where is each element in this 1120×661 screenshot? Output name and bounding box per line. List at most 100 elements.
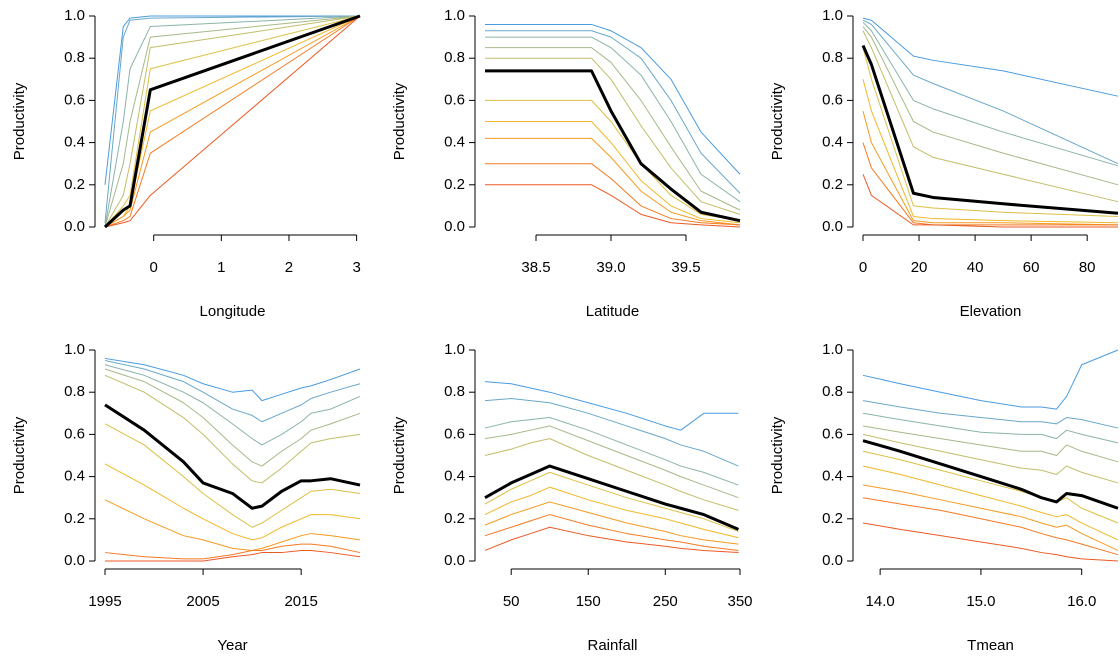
x-axis-title: Rainfall xyxy=(587,637,637,654)
x-tick-label: 0 xyxy=(859,259,867,276)
ice-line xyxy=(485,99,741,222)
y-tick-label: 0.8 xyxy=(822,49,843,66)
ice-line xyxy=(862,30,1119,203)
ice-line xyxy=(862,142,1118,226)
ice-line xyxy=(104,15,361,228)
x-tick-label: 39.0 xyxy=(596,259,625,276)
ice-line xyxy=(484,514,739,551)
ice-line xyxy=(862,17,1119,97)
x-axis-title: Latitude xyxy=(586,303,639,320)
ice-line xyxy=(104,543,361,560)
y-tick-label: 0.2 xyxy=(64,510,85,527)
ice-line xyxy=(484,425,739,499)
ice-line xyxy=(862,79,1119,224)
x-tick-label: 3 xyxy=(352,259,360,276)
y-tick-label: 0.8 xyxy=(444,49,465,66)
x-tick-label: 15.0 xyxy=(966,593,995,610)
x-tick-label: 1 xyxy=(217,259,225,276)
y-tick-label: 0.0 xyxy=(822,218,843,235)
ice-line xyxy=(484,464,740,531)
y-axis-title: Productivity xyxy=(11,416,28,494)
ice-line xyxy=(484,417,739,486)
y-tick-label: 0.8 xyxy=(64,383,85,400)
ice-line xyxy=(862,439,1119,510)
ice-line xyxy=(862,110,1119,226)
y-tick-label: 0.4 xyxy=(444,468,465,485)
ice-line xyxy=(104,499,361,551)
ice-line xyxy=(484,381,739,431)
y-tick-label: 0.2 xyxy=(64,176,85,193)
x-tick-label: 350 xyxy=(727,593,752,610)
ice-line xyxy=(484,438,739,511)
ice-line xyxy=(485,23,741,175)
x-tick-label: 0 xyxy=(150,259,158,276)
ice-line xyxy=(485,69,741,223)
ice-line xyxy=(485,30,741,194)
x-tick-label: 20 xyxy=(911,259,928,276)
y-axis-title: Productivity xyxy=(11,82,28,160)
x-tick-label: 38.5 xyxy=(521,259,550,276)
ice-line xyxy=(484,486,739,539)
ice-line xyxy=(485,47,741,211)
x-tick-label: 80 xyxy=(1079,259,1096,276)
ice-line xyxy=(104,357,361,402)
x-tick-label: 2015 xyxy=(284,593,317,610)
x-tick-label: 1995 xyxy=(88,593,121,610)
ice-line xyxy=(862,433,1119,484)
ice-line xyxy=(105,549,361,562)
ice-line xyxy=(104,15,361,228)
ice-line xyxy=(104,15,361,228)
x-tick-label: 250 xyxy=(653,593,678,610)
y-tick-label: 0.2 xyxy=(822,176,843,193)
y-tick-label: 0.0 xyxy=(64,218,85,235)
ice-line xyxy=(104,15,361,223)
y-tick-label: 0.2 xyxy=(444,176,465,193)
ice-line xyxy=(485,121,741,224)
y-tick-label: 0.2 xyxy=(822,510,843,527)
ice-line xyxy=(862,412,1119,444)
y-tick-label: 0.4 xyxy=(64,134,85,151)
x-tick-label: 50 xyxy=(503,593,520,610)
x-tick-label: 40 xyxy=(967,259,984,276)
ice-line xyxy=(862,21,1119,167)
y-tick-label: 0.6 xyxy=(822,425,843,442)
x-tick-label: 16.0 xyxy=(1067,593,1096,610)
y-tick-label: 0.6 xyxy=(822,91,843,108)
y-tick-label: 0.6 xyxy=(444,91,465,108)
x-axis-title: Elevation xyxy=(960,303,1022,320)
y-axis-title: Productivity xyxy=(391,82,408,160)
ice-line xyxy=(862,484,1119,551)
x-axis-title: Tmean xyxy=(967,637,1014,654)
x-tick-label: 39.5 xyxy=(671,259,700,276)
ice-line xyxy=(862,19,1119,165)
y-tick-label: 0.4 xyxy=(822,134,843,151)
ice-line xyxy=(485,36,741,203)
y-tick-label: 0.0 xyxy=(444,218,465,235)
y-tick-label: 0.4 xyxy=(64,468,85,485)
ice-line xyxy=(104,374,361,484)
ice-line xyxy=(103,14,361,229)
y-tick-label: 0.0 xyxy=(444,552,465,569)
ice-line xyxy=(104,15,361,228)
x-axis-title: Longitude xyxy=(200,303,266,320)
ice-line xyxy=(485,163,741,226)
ice-line xyxy=(862,497,1119,556)
ice-line xyxy=(862,400,1119,429)
x-axis-title: Year xyxy=(217,637,247,654)
ice-line xyxy=(484,398,739,467)
y-tick-label: 0.0 xyxy=(822,552,843,569)
y-tick-label: 0.4 xyxy=(444,134,465,151)
ice-line xyxy=(862,522,1119,562)
y-axis-title: Productivity xyxy=(391,416,408,494)
y-tick-label: 0.6 xyxy=(444,425,465,442)
y-tick-label: 1.0 xyxy=(64,341,85,358)
y-tick-label: 0.8 xyxy=(64,49,85,66)
y-tick-label: 1.0 xyxy=(822,7,843,24)
ice-line xyxy=(485,184,741,228)
ice-line xyxy=(104,15,361,228)
y-tick-label: 0.2 xyxy=(444,510,465,527)
ice-line xyxy=(862,425,1119,463)
ice-line xyxy=(862,47,1119,217)
ice-line xyxy=(104,360,361,423)
ice-line xyxy=(104,423,361,528)
